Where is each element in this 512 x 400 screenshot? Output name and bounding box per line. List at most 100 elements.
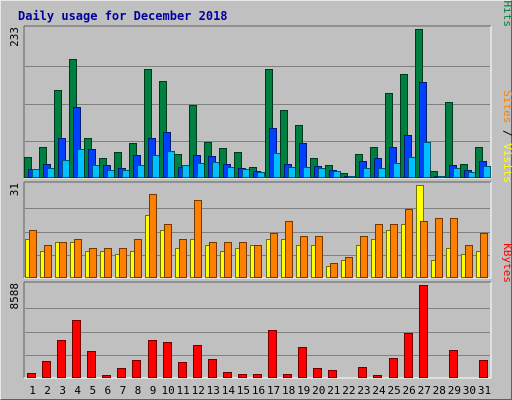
x-tick-label: 2	[44, 384, 51, 397]
x-tick-label: 22	[342, 384, 355, 397]
x-tick-label: 15	[237, 384, 250, 397]
panel-pages-files-hits: 233 Pages / Files / Hits	[8, 0, 512, 178]
bar-sites-day-8	[135, 240, 142, 278]
x-tick-label: 8	[135, 384, 142, 397]
bar-pages-day-20	[319, 169, 326, 178]
x-tick-label: 27	[418, 384, 431, 397]
bar-pages-day-11	[183, 166, 190, 178]
bar-kbytes-day-21	[329, 371, 337, 378]
x-tick-label: 29	[448, 384, 461, 397]
bar-kbytes-day-26	[405, 334, 413, 378]
bar-sites-day-30	[466, 246, 473, 278]
x-tick-label: 18	[282, 384, 295, 397]
bar-pages-day-28	[439, 177, 446, 178]
bar-pages-day-27	[424, 143, 431, 178]
x-tick-label: 31	[478, 384, 491, 397]
chart-title: Daily usage for December 2018	[18, 9, 228, 23]
x-tick-label: 30	[463, 384, 476, 397]
bar-pages-day-13	[213, 163, 220, 178]
bar-kbytes-day-10	[164, 343, 172, 378]
bar-sites-day-5	[90, 249, 97, 278]
bar-sites-day-11	[180, 240, 187, 278]
x-tick-label: 28	[433, 384, 446, 397]
bar-kbytes-day-14	[224, 373, 232, 378]
x-axis-tick-labels: 1 2 3 4 5 6 7 8 9 10 11 12 13 14 15 16 17 18 19 20 21 22 23 24 2…	[29, 384, 491, 397]
bar-pages-day-9	[153, 156, 160, 178]
bar-kbytes-day-6	[103, 376, 111, 378]
x-tick-label: 4	[74, 384, 81, 397]
bar-kbytes-day-19	[299, 348, 307, 378]
bar-sites-day-19	[301, 237, 308, 278]
bar-kbytes-day-4	[73, 321, 81, 378]
x-tick-label: 12	[192, 384, 205, 397]
bar-pages-day-1	[33, 170, 40, 178]
y-max-label: 31	[8, 183, 21, 196]
bar-sites-day-25	[391, 225, 398, 278]
bar-sites-day-1	[30, 231, 37, 278]
bar-sites-day-27	[421, 222, 428, 278]
bar-sites-day-22	[346, 258, 353, 278]
chart-panels: 233 Pages / Files / Hits 31 Sites / Visits 8…	[8, 0, 512, 378]
legend-entry: /	[501, 123, 512, 143]
bar-sites-day-23	[361, 237, 368, 278]
bar-sites-day-2	[45, 246, 52, 278]
bar-pages-day-10	[168, 152, 175, 178]
legend-entry: KBytes	[501, 243, 512, 283]
bar-sites-day-15	[240, 243, 247, 278]
x-tick-label: 6	[105, 384, 112, 397]
bar-sites-day-13	[210, 243, 217, 278]
x-tick-label: 23	[357, 384, 370, 397]
bar-pages-day-24	[379, 169, 386, 178]
bar-sites-day-9	[150, 195, 157, 278]
bar-pages-day-17	[274, 154, 281, 178]
bar-sites-day-31	[481, 234, 488, 278]
bar-sites-day-21	[331, 264, 338, 278]
bar-kbytes-day-29	[450, 351, 458, 378]
bar-sites-day-3	[60, 243, 67, 278]
x-tick-label: 21	[327, 384, 340, 397]
x-tick-label: 7	[120, 384, 127, 397]
bar-kbytes-day-9	[149, 341, 157, 378]
bar-pages-day-5	[93, 166, 100, 178]
legend-entry: Sites	[501, 90, 512, 123]
bar-kbytes-day-27	[420, 286, 428, 378]
bar-sites-day-10	[165, 225, 172, 278]
bar-pages-day-8	[138, 166, 145, 178]
bar-kbytes-day-17	[269, 331, 277, 378]
bar-kbytes-day-18	[284, 375, 292, 378]
x-tick-label: 13	[207, 384, 220, 397]
bar-kbytes-day-1	[28, 374, 36, 378]
x-tick-label: 25	[387, 384, 400, 397]
bar-kbytes-day-13	[209, 360, 217, 378]
x-tick-label: 9	[150, 384, 157, 397]
x-tick-label: 10	[161, 384, 174, 397]
bar-sites-day-26	[406, 210, 413, 278]
bar-pages-day-14	[228, 168, 235, 178]
bar-sites-day-24	[376, 225, 383, 278]
bar-kbytes-day-16	[254, 375, 262, 378]
x-tick-label: 1	[29, 384, 36, 397]
x-tick-label: 5	[89, 384, 96, 397]
bar-sites-day-20	[316, 237, 323, 278]
x-tick-label: 16	[252, 384, 265, 397]
panel-legend: Sites / Visits	[501, 90, 512, 183]
bar-kbytes-day-31	[480, 361, 488, 378]
y-max-label: 8588	[8, 283, 21, 310]
bar-kbytes-day-23	[359, 368, 367, 378]
bar-kbytes-day-24	[374, 376, 382, 378]
bar-sites-day-6	[105, 249, 112, 278]
bar-pages-day-31	[484, 167, 491, 178]
bar-pages-day-7	[123, 171, 130, 178]
x-tick-label: 3	[59, 384, 66, 397]
x-tick-label: 19	[297, 384, 310, 397]
bar-pages-day-23	[364, 169, 371, 178]
bar-kbytes-day-20	[314, 369, 322, 378]
x-tick-label: 17	[267, 384, 280, 397]
bar-kbytes-day-12	[194, 346, 202, 378]
bar-pages-day-26	[409, 158, 416, 178]
bar-kbytes-day-11	[179, 363, 187, 378]
bar-pages-day-30	[469, 173, 476, 178]
x-tick-label: 14	[222, 384, 236, 397]
bar-pages-day-3	[63, 161, 70, 178]
